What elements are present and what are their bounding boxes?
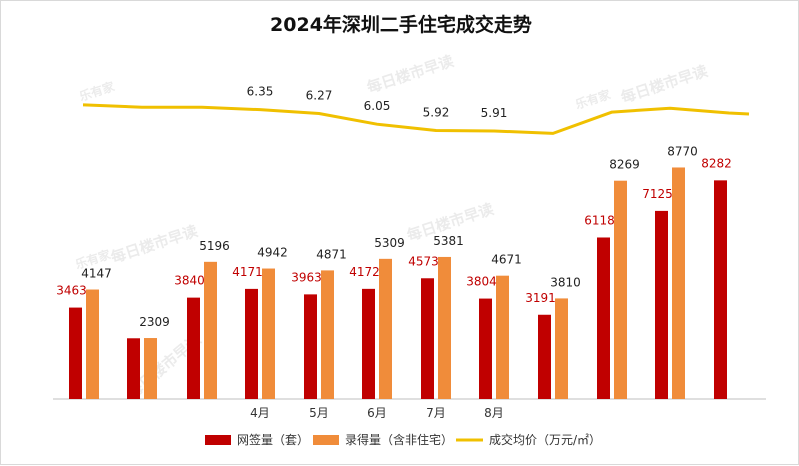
bar-series2 <box>144 338 157 399</box>
line-label: 6.35 <box>247 85 274 99</box>
bar-series1 <box>69 307 82 399</box>
bar-label-series2: 8770 <box>667 144 698 158</box>
bar-series2 <box>672 167 685 399</box>
bar-label-series1: 3804 <box>466 275 497 289</box>
bar-series1 <box>597 237 610 399</box>
bar-series1 <box>187 297 200 399</box>
x-tick-label: 6月 <box>367 406 387 420</box>
bar-series2 <box>496 275 509 399</box>
bar-label-series2: 5196 <box>199 239 230 253</box>
bar-label-series1: 6118 <box>584 213 615 227</box>
bars-layer <box>69 167 727 399</box>
x-tick-label: 4月 <box>250 406 270 420</box>
legend-label-series1: 网签量（套） <box>237 432 309 447</box>
bar-label-series2: 4671 <box>491 253 522 267</box>
line-label: 6.27 <box>306 89 333 103</box>
bar-label-series1: 3840 <box>174 274 205 288</box>
bar-series1 <box>245 288 258 399</box>
legend-swatch-series1 <box>205 435 231 445</box>
line-label: 6.05 <box>364 99 391 113</box>
legend-label-series2: 录得量（含非住宅） <box>345 432 453 447</box>
bar-label-series2: 2309 <box>139 315 170 329</box>
bar-label-series1: 4171 <box>232 265 263 279</box>
watermark-text: 每日楼市早读 <box>109 222 200 267</box>
line-label: 5.91 <box>481 106 508 120</box>
bar-series2 <box>555 298 568 399</box>
bar-series1 <box>127 338 140 399</box>
watermark-text: 每日楼市早读 <box>619 62 710 107</box>
bar-series1 <box>304 294 317 399</box>
bar-label-series1: 4573 <box>408 254 439 268</box>
x-tick-label: 5月 <box>309 406 329 420</box>
bar-series2 <box>204 261 217 399</box>
bar-series1 <box>655 210 668 399</box>
chart-title: 2024年深圳二手住宅成交走势 <box>270 13 532 36</box>
bar-series1 <box>714 180 727 399</box>
x-tick-label: 8月 <box>484 406 504 420</box>
bar-label-series1: 4172 <box>349 265 380 279</box>
bar-label-series1: 3191 <box>525 291 556 305</box>
bar-series1 <box>362 288 375 399</box>
bar-series1 <box>421 278 434 399</box>
watermark-text: 每日楼市早读 <box>365 52 456 97</box>
legend-label-series3: 成交均价（万元/㎡） <box>489 432 601 447</box>
legend-swatch-series2 <box>313 435 339 445</box>
x-tick-layer: 4月 5月 6月 7月 8月 <box>250 406 504 420</box>
bar-series1 <box>479 298 492 399</box>
bar-label-series1: 3463 <box>56 284 87 298</box>
bar-series2 <box>614 180 627 399</box>
bar-label-series1: 7125 <box>642 187 673 201</box>
bar-series1 <box>538 314 551 399</box>
price-line <box>82 103 750 135</box>
x-tick-label: 7月 <box>426 406 446 420</box>
bar-label-series2: 4871 <box>316 247 347 261</box>
bar-label-series2: 5309 <box>374 236 405 250</box>
bar-label-series1: 3963 <box>291 270 322 284</box>
bar-series2 <box>262 268 275 399</box>
bar-label-series2: 4147 <box>81 267 112 281</box>
line-label: 5.92 <box>423 105 450 119</box>
bar-series2 <box>438 256 451 399</box>
watermark-logo: 乐有家 <box>77 78 117 104</box>
line-layer: 6.35 6.27 6.05 5.92 5.91 <box>82 85 750 135</box>
watermark-logo: 乐有家 <box>573 86 613 112</box>
bar-series2 <box>321 270 334 399</box>
bar-label-series2: 3810 <box>550 275 581 289</box>
bar-label-series1: 8282 <box>701 156 732 170</box>
bar-label-series2: 4942 <box>257 246 288 260</box>
bar-label-series2: 5381 <box>433 234 464 248</box>
bar-series2 <box>379 258 392 399</box>
bar-series2 <box>86 289 99 399</box>
legend: 网签量（套） 录得量（含非住宅） 成交均价（万元/㎡） <box>205 432 601 447</box>
bar-label-series2: 8269 <box>609 158 640 172</box>
